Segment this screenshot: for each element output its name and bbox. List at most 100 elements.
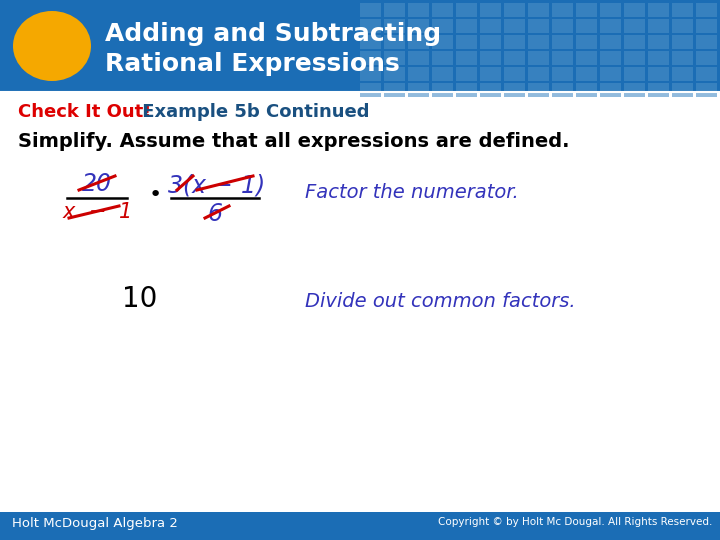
Bar [696,19,717,33]
Bar [384,51,405,65]
Bar [384,3,405,17]
Bar [504,19,525,33]
Bar [672,19,693,33]
Bar [576,83,597,97]
Bar [648,67,669,81]
Bar [624,67,645,81]
Text: Adding and Subtracting: Adding and Subtracting [105,22,441,46]
Bar [576,35,597,49]
Bar [552,51,573,65]
Bar [360,35,381,49]
Bar [360,3,381,17]
Text: 20: 20 [82,172,112,196]
Text: Holt McDougal Algebra 2: Holt McDougal Algebra 2 [12,517,178,530]
Bar [576,3,597,17]
Bar [480,19,501,33]
Text: Rational Expressions: Rational Expressions [105,52,400,76]
Text: x  $-$  1: x $-$ 1 [63,202,132,222]
Bar [480,67,501,81]
Bar [648,35,669,49]
Bar [576,51,597,65]
Bar [552,67,573,81]
Bar [480,35,501,49]
Bar [600,67,621,81]
Bar [480,3,501,17]
Bar [672,3,693,17]
Bar [360,67,381,81]
Bar [360,51,381,65]
Bar [624,19,645,33]
Bar [480,83,501,97]
Bar [528,35,549,49]
Bar [648,3,669,17]
Bar [432,19,453,33]
Bar [696,67,717,81]
Bar [504,35,525,49]
Bar [408,19,429,33]
Bar [384,83,405,97]
Text: Check It Out!: Check It Out! [18,103,151,121]
Bar [552,3,573,17]
Bar [672,51,693,65]
Bar [528,19,549,33]
Bar [384,35,405,49]
Bar [648,51,669,65]
Bar [528,83,549,97]
Bar [408,3,429,17]
Bar [408,51,429,65]
Text: 6: 6 [207,202,222,226]
Bar [528,51,549,65]
Bar [456,51,477,65]
Bar [408,67,429,81]
Bar [408,83,429,97]
Bar [456,83,477,97]
Text: Example 5b Continued: Example 5b Continued [136,103,369,121]
Bar [600,35,621,49]
Bar [504,67,525,81]
Bar [624,3,645,17]
Bar [576,19,597,33]
Bar [528,67,549,81]
Bar [696,83,717,97]
Text: Copyright © by Holt Mc Dougal. All Rights Reserved.: Copyright © by Holt Mc Dougal. All Right… [438,517,712,527]
Bar [696,51,717,65]
Bar [432,83,453,97]
Bar [432,67,453,81]
Bar [384,67,405,81]
Text: •: • [148,185,161,205]
Bar [0,512,720,540]
Bar [600,83,621,97]
Bar [432,3,453,17]
Bar [456,19,477,33]
Bar [408,35,429,49]
Bar [384,19,405,33]
Text: Factor the numerator.: Factor the numerator. [305,184,518,202]
Bar [552,19,573,33]
Ellipse shape [13,11,91,81]
Bar [528,3,549,17]
Bar [360,19,381,33]
Bar [360,83,381,97]
Text: 3(x $-$ 1): 3(x $-$ 1) [166,172,264,198]
Text: 10: 10 [122,285,158,313]
Bar [672,67,693,81]
Bar [504,83,525,97]
Bar [456,35,477,49]
Bar [696,35,717,49]
Bar [432,51,453,65]
Bar [672,83,693,97]
Bar [672,35,693,49]
Bar [600,51,621,65]
Bar [696,3,717,17]
Bar [624,35,645,49]
Bar [600,3,621,17]
Bar [504,51,525,65]
Bar [624,83,645,97]
Bar [624,51,645,65]
Bar [504,3,525,17]
Bar [648,19,669,33]
Bar [552,83,573,97]
Bar [456,3,477,17]
Bar [456,67,477,81]
Bar [576,67,597,81]
